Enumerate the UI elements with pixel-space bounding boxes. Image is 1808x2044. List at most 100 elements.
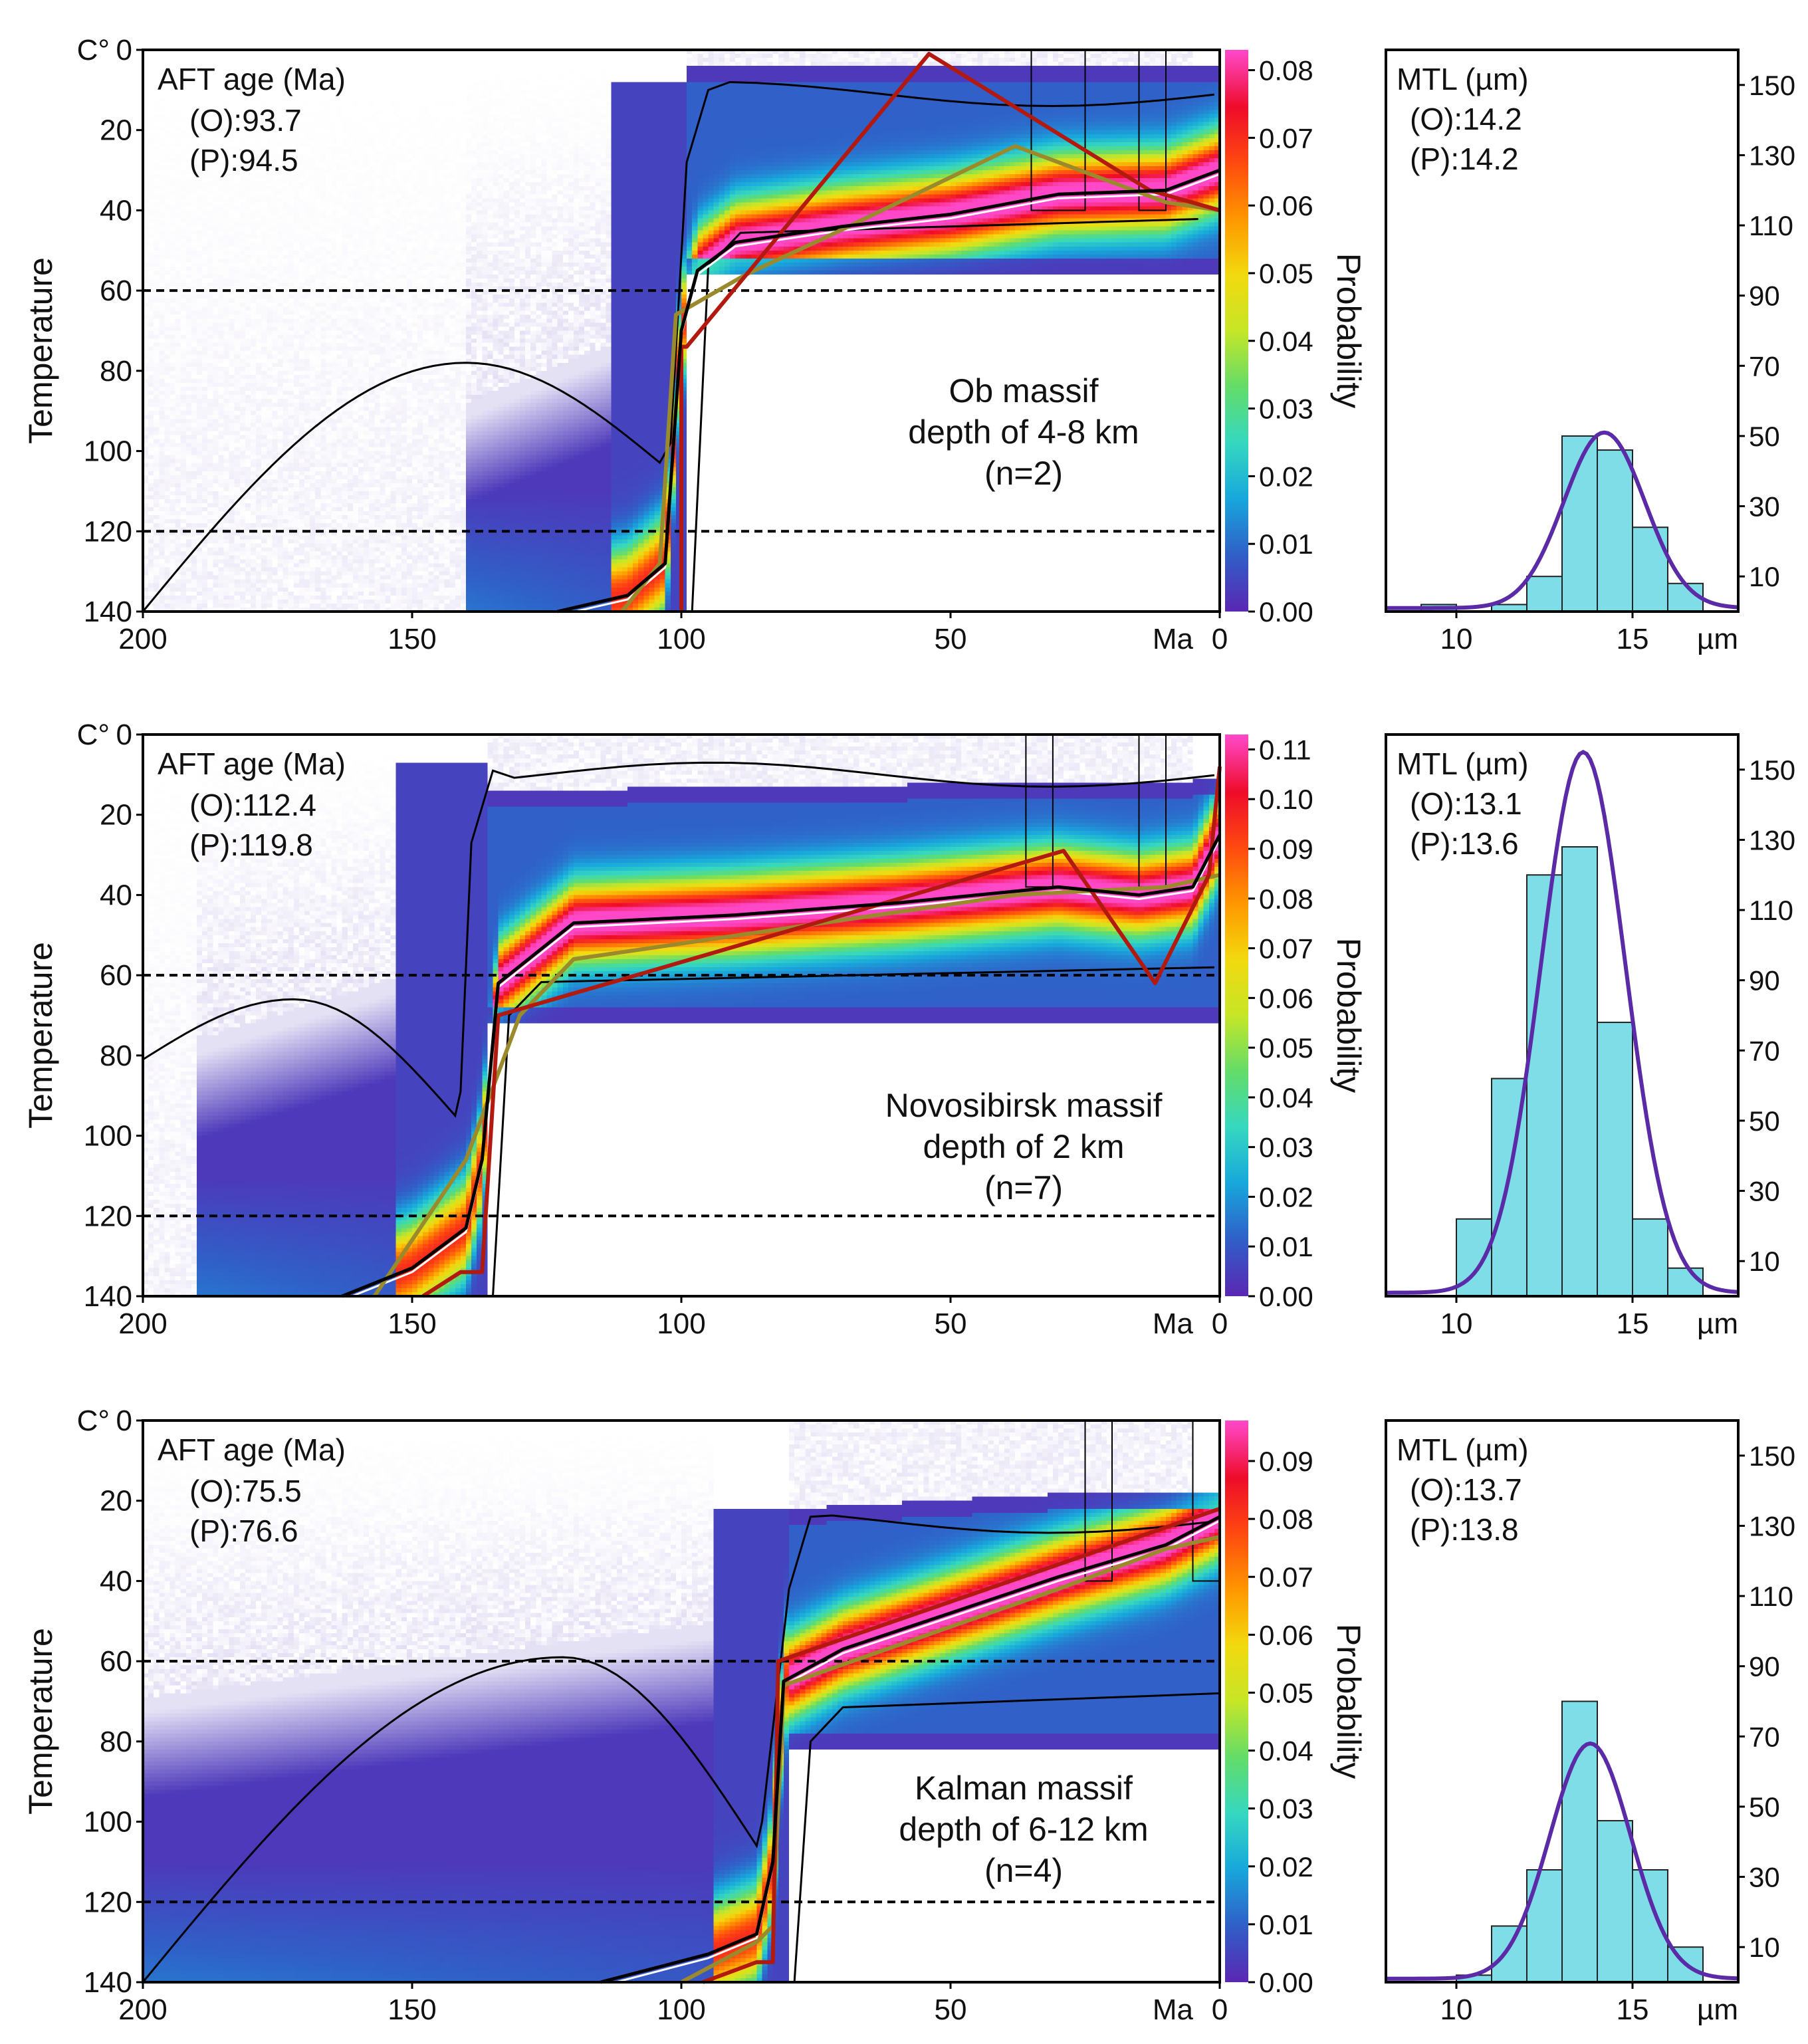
hist-x-tick-label: 15: [1617, 1307, 1649, 1340]
colorbar-tick-label: 0.11: [1259, 734, 1311, 765]
x-unit-label: Ma: [1153, 1993, 1194, 2026]
histogram-bar: [1597, 1820, 1633, 1983]
y-tick-label: 120: [84, 515, 132, 548]
panel-novosibirsk-massif: 0.00 0.01 0.02 0.03 0.04 0.05 0.06 0.07 0.08 0.09…: [22, 719, 1795, 1340]
hist-y-tick-label: 110: [1749, 895, 1793, 926]
mean-path: [600, 1520, 1220, 1987]
x-unit-label: Ma: [1153, 1307, 1194, 1340]
aft-age-observed: (O):75.5: [189, 1474, 302, 1508]
colorbar-tick-label: 0.03: [1259, 1132, 1313, 1163]
colorbar-tick-label: 0.08: [1259, 55, 1313, 86]
site-label-line: depth of 4-8 km: [908, 413, 1139, 451]
hist-y-tick-label: 90: [1749, 1651, 1780, 1682]
site-label-line: Kalman massif: [915, 1769, 1133, 1807]
hist-y-tick-label: 70: [1749, 1721, 1780, 1752]
colorbar-title: Probability: [1330, 253, 1367, 408]
colorbar-tick-label: 0.00: [1259, 1281, 1313, 1312]
aft-age-observed: (O):93.7: [189, 103, 302, 138]
colorbar-tick-label: 0.04: [1259, 1082, 1313, 1113]
envelope-lower: [691, 217, 1198, 612]
hist-x-unit: µm: [1697, 1993, 1738, 2026]
hist-y-tick-label: 70: [1749, 1035, 1780, 1066]
y-axis-label: Temperature: [22, 257, 59, 444]
site-label-line: Novosibirsk massif: [885, 1087, 1163, 1124]
x-tick-label: 50: [935, 1307, 967, 1340]
colorbar-tick-label: 0.07: [1259, 1561, 1313, 1593]
aft-age-predicted: (P):119.8: [189, 828, 313, 862]
mean-path: [342, 838, 1221, 1302]
x-tick-label: 150: [388, 623, 436, 655]
colorbar-tick-label: 0.04: [1259, 326, 1313, 357]
x-tick-label: 200: [118, 623, 167, 655]
y-tick-label: 60: [100, 959, 132, 992]
length-distribution-curve: [1385, 430, 1739, 610]
panel-kalman-massif: 0.00 0.01 0.02 0.03 0.04 0.05 0.06 0.07 0.08 0.09…: [22, 1405, 1795, 2026]
x-tick-label: 150: [388, 1307, 436, 1340]
colorbar-tick-label: 0.09: [1259, 834, 1313, 865]
histogram-bar: [1561, 846, 1598, 1297]
hist-x-tick-label: 10: [1440, 1307, 1473, 1340]
y-axis-label: Temperature: [22, 942, 59, 1129]
hist-y-tick-label: 30: [1749, 1176, 1780, 1207]
hist-y-tick-label: 30: [1749, 491, 1780, 522]
colorbar-tick-label: 0.01: [1259, 1231, 1313, 1262]
histogram-bar: [1491, 1925, 1527, 1983]
hist-y-tick-label: 50: [1749, 1791, 1780, 1823]
colorbar-tick-label: 0.02: [1259, 1851, 1313, 1882]
histogram-frame: [1385, 733, 1740, 1298]
hist-y-tick-label: 130: [1749, 1510, 1795, 1541]
x-tick-label: 50: [935, 1993, 967, 2026]
hist-y-tick-label: 10: [1749, 1246, 1780, 1277]
length-distribution-curve: [1385, 1741, 1739, 1981]
colorbar-tick-label: 0.08: [1259, 883, 1313, 915]
y-tick-label: 140: [84, 1966, 132, 1999]
y-axis-label: Temperature: [22, 1628, 59, 1815]
hist-y-tick-label: 70: [1749, 350, 1780, 382]
envelope-lower: [492, 966, 1214, 1297]
hist-y-tick-label: 150: [1749, 70, 1795, 101]
colorbar-tick-label: 0.05: [1259, 258, 1313, 289]
colorbar-tick-label: 0.06: [1259, 1619, 1313, 1650]
colorbar-tick-label: 0.00: [1259, 1967, 1313, 1998]
histogram-frame: [1385, 1419, 1740, 1984]
x-tick-label: 150: [388, 1993, 436, 2026]
hist-x-tick-label: 15: [1617, 1993, 1649, 2026]
colorbar-tick-label: 0.01: [1259, 1909, 1313, 1940]
hist-y-tick-label: 90: [1749, 281, 1780, 312]
hist-y-tick-label: 50: [1749, 1105, 1780, 1137]
y-tick-label: 0: [116, 1405, 132, 1437]
colorbar-tick-label: 0.03: [1259, 1793, 1313, 1825]
histogram-bar: [1632, 526, 1668, 612]
best-fit-path: [341, 834, 1222, 1298]
colorbar-gradient: [1225, 1420, 1248, 1982]
x-tick-label: 200: [118, 1993, 167, 2026]
colorbar-tick-label: 0.10: [1259, 784, 1313, 815]
x-tick-label: 0: [1212, 1993, 1228, 2026]
y-tick-label: 100: [84, 1120, 132, 1153]
y-tick-label: 40: [100, 194, 132, 227]
olive-path: [620, 144, 1220, 613]
site-label-line: (n=2): [984, 455, 1063, 492]
hist-x-unit: µm: [1697, 1307, 1738, 1340]
y-tick-label: 120: [84, 1200, 132, 1232]
olive-path: [372, 873, 1220, 1298]
y-tick-label: 20: [100, 799, 132, 832]
x-tick-label: 200: [118, 1307, 167, 1340]
mtl-predicted: (P):13.8: [1410, 1512, 1519, 1547]
site-label-line: Ob massif: [949, 372, 1098, 409]
envelope-outer-upper: [142, 761, 1215, 1118]
y-unit-label: C°: [77, 719, 110, 751]
envelope-outer-upper: [142, 1514, 1209, 1983]
mtl-observed: (O):13.7: [1410, 1472, 1522, 1507]
hist-x-unit: µm: [1697, 623, 1738, 655]
histogram-bar: [1667, 1267, 1704, 1297]
aft-age-title: AFT age (Ma): [158, 1432, 346, 1467]
y-tick-label: 140: [84, 1280, 132, 1313]
colorbar-title: Probability: [1330, 1624, 1367, 1779]
mtl-predicted: (P):14.2: [1410, 142, 1519, 176]
hist-y-tick-label: 150: [1749, 754, 1795, 786]
x-tick-label: 100: [657, 623, 705, 655]
site-label-line: depth of 6-12 km: [899, 1811, 1148, 1848]
heatmap-raster: [143, 735, 1220, 1296]
mtl-predicted: (P):13.6: [1410, 826, 1519, 861]
